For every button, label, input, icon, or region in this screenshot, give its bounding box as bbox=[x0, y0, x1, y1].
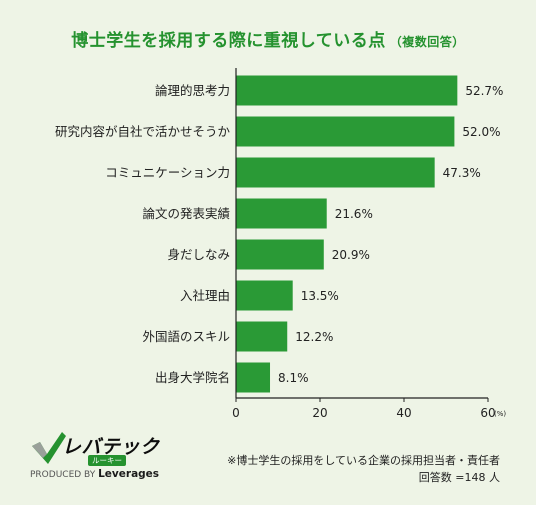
value-label: 12.2% bbox=[295, 330, 333, 344]
bar bbox=[236, 239, 324, 270]
footnote: ※博士学生の採用をしている企業の採用担当者・責任者 回答数 =148 人 bbox=[227, 452, 500, 486]
bar bbox=[236, 157, 435, 188]
x-tick-label: 20 bbox=[312, 406, 327, 420]
x-tick-label: 40 bbox=[396, 406, 411, 420]
logo-wordmark: レバテック bbox=[62, 436, 160, 458]
bar bbox=[236, 321, 288, 352]
category-label: 身だしなみ bbox=[167, 247, 230, 262]
chart-title-main: 博士学生を採用する際に重視している点 bbox=[71, 31, 386, 51]
value-label: 52.0% bbox=[462, 125, 500, 139]
levtech-rookie-logo: レバテック ルーキー PRODUCED BY Leverages bbox=[28, 428, 208, 483]
x-tick-label: 0 bbox=[232, 406, 240, 420]
chart-title: 博士学生を採用する際に重視している点 （複数回答） bbox=[0, 26, 536, 51]
footnote-line-2: 回答数 =148 人 bbox=[418, 471, 500, 484]
value-label: 20.9% bbox=[332, 248, 370, 262]
category-label: 論文の発表実績 bbox=[142, 206, 230, 221]
x-tick-label: 60 bbox=[480, 406, 495, 420]
value-label: 8.1% bbox=[278, 371, 309, 385]
category-label: 出身大学院名 bbox=[155, 370, 230, 385]
category-label: 外国語のスキル bbox=[142, 329, 230, 344]
logo-tag: ルーキー bbox=[88, 455, 126, 466]
check-mark-icon bbox=[32, 432, 66, 464]
value-label: 52.7% bbox=[465, 84, 503, 98]
value-label: 13.5% bbox=[301, 289, 339, 303]
category-label: 研究内容が自社で活かせそうか bbox=[55, 124, 231, 139]
brand-text: Leverages bbox=[98, 468, 160, 480]
x-axis-unit: (%) bbox=[494, 410, 506, 418]
bar bbox=[236, 116, 455, 147]
bar bbox=[236, 280, 293, 311]
bar bbox=[236, 362, 271, 393]
value-label: 21.6% bbox=[335, 207, 373, 221]
footnote-line-1: ※博士学生の採用をしている企業の採用担当者・責任者 bbox=[227, 454, 500, 467]
bar-chart: 論理的思考力 52.7% 研究内容が自社で活かせそうか 52.0% コミュニケーション力… bbox=[55, 68, 506, 420]
bar bbox=[236, 198, 327, 229]
value-label: 47.3% bbox=[443, 166, 481, 180]
bar bbox=[236, 75, 458, 106]
produced-by-text: PRODUCED BY bbox=[30, 470, 96, 480]
category-label: 入社理由 bbox=[180, 288, 230, 303]
category-label: コミュニケーション力 bbox=[105, 165, 230, 180]
category-label: 論理的思考力 bbox=[155, 83, 230, 98]
chart-title-sub: （複数回答） bbox=[389, 35, 465, 49]
logo-produced-by: PRODUCED BY Leverages bbox=[30, 468, 159, 480]
